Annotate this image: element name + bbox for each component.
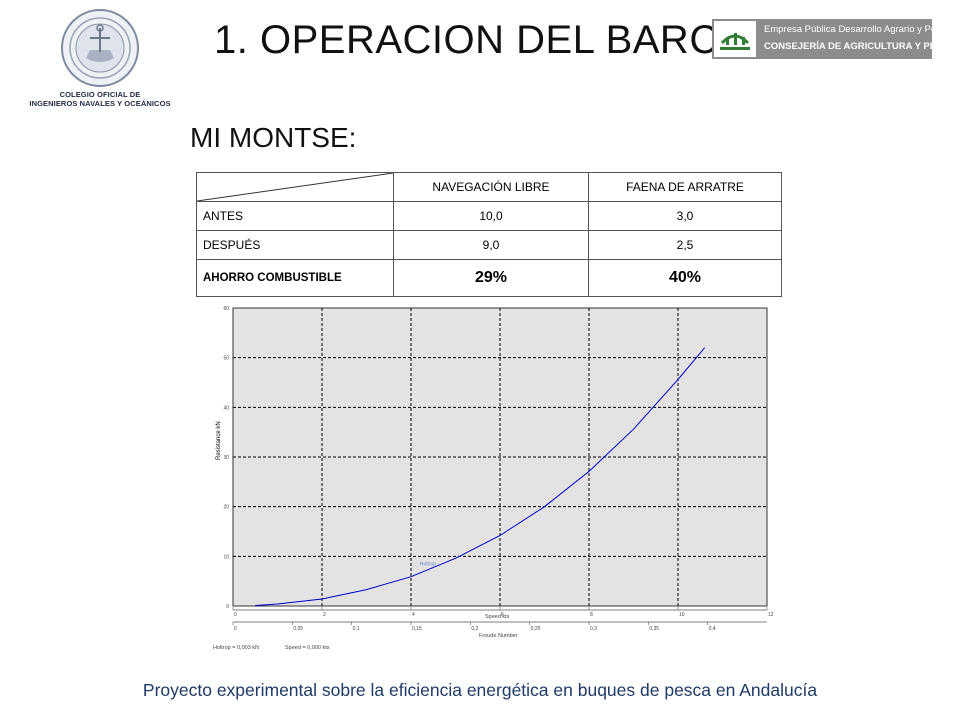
x2-tick-label: 0,25 bbox=[531, 626, 541, 632]
table-corner-cell bbox=[196, 172, 394, 202]
junta-logo: Empresa Pública Desarrollo Agrario y Pes… bbox=[712, 19, 960, 59]
table-row-savings: AHORRO COMBUSTIBLE 29% 40% bbox=[196, 259, 782, 297]
x-tick-label: 8 bbox=[590, 612, 593, 618]
x-tick-label: 2 bbox=[323, 612, 326, 618]
x-tick-label: 10 bbox=[679, 612, 685, 618]
resistance-chart: 0 2 4 6 8 10 12 0 0,05 0,1 0,15 0,2 0,25 0,3 0,35 0,4 … bbox=[196, 300, 776, 655]
x2-tick-label: 0,4 bbox=[709, 626, 716, 632]
x-tick-label: 12 bbox=[768, 612, 774, 618]
row-label: DESPUÉS bbox=[196, 230, 394, 260]
y-tick-label: 60 bbox=[223, 306, 229, 312]
x2-tick-label: 0,15 bbox=[412, 626, 422, 632]
junta-logo-line1: Empresa Pública Desarrollo Agrario y Pes… bbox=[764, 24, 960, 35]
series-line-holtrop bbox=[255, 347, 706, 606]
table-header-row: NAVEGACIÓN LIBRE FAENA DE ARRATRE bbox=[196, 172, 782, 202]
x-tick-label: 4 bbox=[412, 612, 415, 618]
y-tick-label: 10 bbox=[223, 554, 229, 560]
table-cell: 2,5 bbox=[588, 230, 782, 260]
x2-tick-label: 0,3 bbox=[590, 626, 597, 632]
status-speed: Speed = 0,000 kts bbox=[285, 645, 330, 651]
y-tick-label: 50 bbox=[223, 356, 229, 362]
row-label: ANTES bbox=[196, 201, 394, 231]
x2-tick-label: 0,1 bbox=[353, 626, 360, 632]
table-row: ANTES 10,0 3,0 bbox=[196, 201, 782, 231]
table-cell: 3,0 bbox=[588, 201, 782, 231]
column-header-faena: FAENA DE ARRATRE bbox=[588, 172, 782, 202]
table-cell: 9,0 bbox=[393, 230, 589, 260]
fuel-savings-table: NAVEGACIÓN LIBRE FAENA DE ARRATRE ANTES … bbox=[196, 172, 782, 297]
vessel-name: MI MONTSE: bbox=[190, 122, 357, 153]
y-tick-label: 20 bbox=[223, 505, 229, 511]
junta-logo-line2: CONSEJERÍA DE AGRICULTURA Y PESCA bbox=[764, 41, 957, 52]
y-tick-label: 30 bbox=[223, 455, 229, 461]
x2-tick-label: 0,35 bbox=[649, 626, 659, 632]
diagonal-line bbox=[197, 173, 393, 201]
table-cell: 10,0 bbox=[393, 201, 589, 231]
table-row: DESPUÉS 9,0 2,5 bbox=[196, 230, 782, 260]
x2-tick-label: 0 bbox=[234, 626, 237, 632]
junta-emblem-icon bbox=[714, 21, 756, 57]
y-axis-label: Resistance kN bbox=[216, 421, 222, 460]
colegio-name-line2: INGENIEROS NAVALES Y OCEÁNICOS bbox=[29, 99, 171, 108]
series-label: Holtrop bbox=[420, 561, 436, 567]
x-axis-label: Speed kts bbox=[485, 614, 510, 620]
y-tick-label: 0 bbox=[226, 604, 229, 610]
column-header-navegacion: NAVEGACIÓN LIBRE bbox=[393, 172, 589, 202]
x2-axis-label: Froude Number bbox=[479, 633, 518, 639]
colegio-name-line1: COLEGIO OFICIAL DE bbox=[59, 90, 141, 99]
x-tick-label: 0 bbox=[234, 612, 237, 618]
status-holtrop: Holtrop = 0,003 kN bbox=[213, 645, 259, 651]
x-tick-label: 6 bbox=[501, 612, 504, 618]
colegio-logo: COLEGIO OFICIAL DE INGENIEROS NAVALES Y … bbox=[20, 8, 180, 110]
footer-text: Proyecto experimental sobre la eficienci… bbox=[142, 680, 818, 700]
table-cell: 29% bbox=[393, 259, 589, 297]
y-tick-label: 40 bbox=[223, 405, 229, 411]
table-cell: 40% bbox=[588, 259, 782, 297]
x2-tick-label: 0,2 bbox=[471, 626, 478, 632]
colegio-seal-icon bbox=[61, 9, 139, 87]
page-title: 1. OPERACION DEL BARCO bbox=[214, 18, 751, 62]
row-label: AHORRO COMBUSTIBLE bbox=[196, 259, 394, 297]
resistance-chart-svg: 0 2 4 6 8 10 12 0 0,05 0,1 0,15 0,2 0,25 0,3 0,35 0,4 … bbox=[213, 306, 774, 651]
x2-tick-label: 0,05 bbox=[293, 626, 303, 632]
